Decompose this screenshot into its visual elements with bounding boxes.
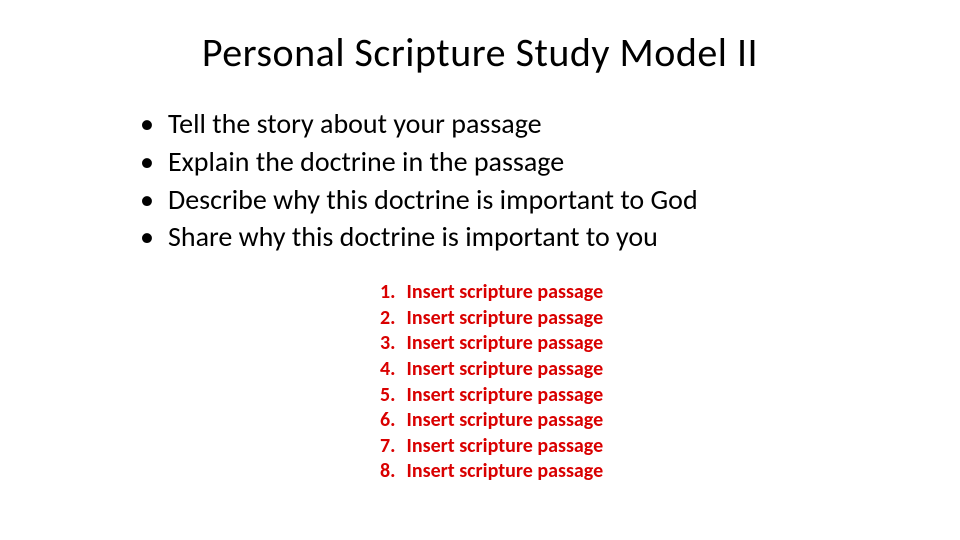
numbered-item: 8. Insert scripture passage [380, 459, 900, 485]
numbered-text: Insert scripture passage [407, 408, 604, 432]
numbered-index: 7. [380, 434, 402, 460]
bullet-item: Tell the story about your passage [140, 105, 900, 143]
bullet-text: Describe why this doctrine is important … [168, 182, 698, 217]
numbered-text: Insert scripture passage [407, 357, 604, 381]
numbered-item: 1. Insert scripture passage [380, 280, 900, 306]
numbered-text: Insert scripture passage [407, 306, 604, 330]
bullet-list: Tell the story about your passage Explai… [60, 105, 900, 256]
numbered-index: 8. [380, 459, 402, 485]
numbered-index: 4. [380, 357, 402, 383]
numbered-text: Insert scripture passage [407, 434, 604, 458]
slide-container: Personal Scripture Study Model II Tell t… [0, 0, 960, 540]
bullet-item: Share why this doctrine is important to … [140, 218, 900, 256]
numbered-item: 5. Insert scripture passage [380, 383, 900, 409]
numbered-text: Insert scripture passage [407, 280, 604, 304]
numbered-text: Insert scripture passage [407, 383, 604, 407]
numbered-index: 2. [380, 306, 402, 332]
bullet-text: Explain the doctrine in the passage [168, 144, 564, 179]
bullet-text: Share why this doctrine is important to … [168, 219, 658, 254]
bullet-item: Describe why this doctrine is important … [140, 181, 900, 219]
numbered-item: 2. Insert scripture passage [380, 306, 900, 332]
numbered-item: 3. Insert scripture passage [380, 331, 900, 357]
numbered-index: 5. [380, 383, 402, 409]
numbered-item: 6. Insert scripture passage [380, 408, 900, 434]
numbered-list: 1. Insert scripture passage 2. Insert sc… [380, 280, 900, 485]
numbered-text: Insert scripture passage [407, 459, 604, 483]
slide-title: Personal Scripture Study Model II [60, 28, 900, 77]
numbered-index: 6. [380, 408, 402, 434]
numbered-text: Insert scripture passage [407, 331, 604, 355]
bullet-text: Tell the story about your passage [168, 106, 542, 141]
numbered-item: 4. Insert scripture passage [380, 357, 900, 383]
numbered-index: 1. [380, 280, 402, 306]
numbered-index: 3. [380, 331, 402, 357]
numbered-item: 7. Insert scripture passage [380, 434, 900, 460]
bullet-item: Explain the doctrine in the passage [140, 143, 900, 181]
